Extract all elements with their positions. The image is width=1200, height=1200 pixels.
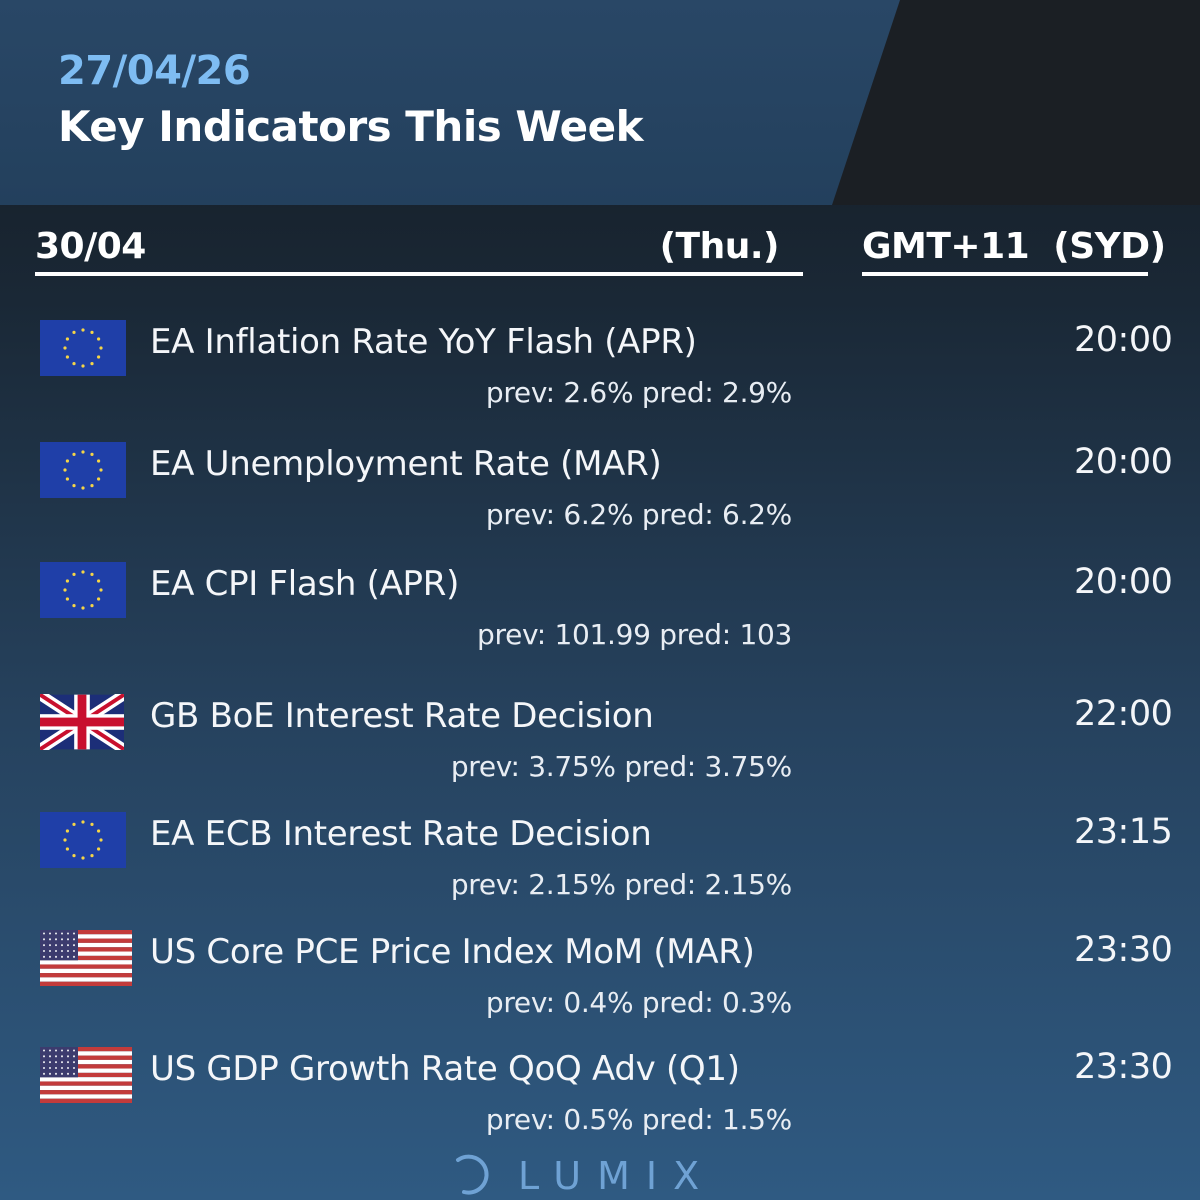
event-time: 23:15 bbox=[1074, 812, 1173, 852]
event-title: EA ECB Interest Rate Decision bbox=[150, 814, 652, 854]
day-heading: 30/04 (Thu.) bbox=[35, 226, 803, 276]
event-row: EA ECB Interest Rate Decision prev: 2.15%… bbox=[0, 810, 1200, 920]
event-row: US Core PCE Price Index MoM (MAR) prev: 0… bbox=[0, 928, 1200, 1038]
event-row: EA CPI Flash (APR) prev: 101.99 pred: 103… bbox=[0, 560, 1200, 670]
us-flag-icon bbox=[40, 1047, 132, 1103]
day-date: 30/04 bbox=[35, 226, 146, 267]
day-weekday: (Thu.) bbox=[659, 226, 780, 267]
eu-flag-icon bbox=[40, 562, 126, 618]
event-title: EA CPI Flash (APR) bbox=[150, 564, 460, 604]
uk-flag-icon bbox=[40, 694, 124, 750]
event-row: EA Unemployment Rate (MAR) prev: 6.2% pre… bbox=[0, 440, 1200, 550]
event-title: US Core PCE Price Index MoM (MAR) bbox=[150, 932, 755, 972]
lumix-logo-icon bbox=[456, 1154, 489, 1195]
header-panel bbox=[0, 0, 900, 205]
event-title: US GDP Growth Rate QoQ Adv (Q1) bbox=[150, 1049, 740, 1089]
event-time: 23:30 bbox=[1074, 930, 1173, 970]
eu-flag-icon bbox=[40, 442, 126, 498]
eu-flag-icon bbox=[40, 320, 126, 376]
page-title: Key Indicators This Week bbox=[58, 102, 644, 151]
event-stats: prev: 0.4% pred: 0.3% bbox=[485, 986, 792, 1019]
event-time: 23:30 bbox=[1074, 1047, 1173, 1087]
event-time: 20:00 bbox=[1074, 320, 1173, 360]
event-stats: prev: 2.6% pred: 2.9% bbox=[485, 376, 792, 409]
event-stats: prev: 0.5% pred: 1.5% bbox=[485, 1103, 792, 1136]
us-flag-icon bbox=[40, 930, 132, 986]
eu-flag-icon bbox=[40, 812, 126, 868]
event-time: 22:00 bbox=[1074, 694, 1173, 734]
timezone-label: GMT+11 (SYD) bbox=[862, 226, 1166, 267]
event-title: EA Unemployment Rate (MAR) bbox=[150, 444, 662, 484]
event-stats: prev: 3.75% pred: 3.75% bbox=[450, 750, 792, 783]
event-time: 20:00 bbox=[1074, 442, 1173, 482]
event-title: EA Inflation Rate YoY Flash (APR) bbox=[150, 322, 697, 362]
event-time: 20:00 bbox=[1074, 562, 1173, 602]
event-title: GB BoE Interest Rate Decision bbox=[150, 696, 654, 736]
event-row: GB BoE Interest Rate Decision prev: 3.75%… bbox=[0, 692, 1200, 802]
event-row: EA Inflation Rate YoY Flash (APR) prev: 2… bbox=[0, 318, 1200, 428]
event-stats: prev: 101.99 pred: 103 bbox=[477, 618, 792, 651]
event-stats: prev: 6.2% pred: 6.2% bbox=[485, 498, 792, 531]
timezone-heading: GMT+11 (SYD) bbox=[862, 226, 1166, 276]
brand-logo: LUMIX bbox=[450, 1152, 750, 1198]
header-date: 27/04/26 bbox=[58, 48, 251, 94]
brand-name: LUMIX bbox=[518, 1154, 716, 1198]
event-stats: prev: 2.15% pred: 2.15% bbox=[450, 868, 792, 901]
event-row: US GDP Growth Rate QoQ Adv (Q1) prev: 0.5… bbox=[0, 1045, 1200, 1155]
